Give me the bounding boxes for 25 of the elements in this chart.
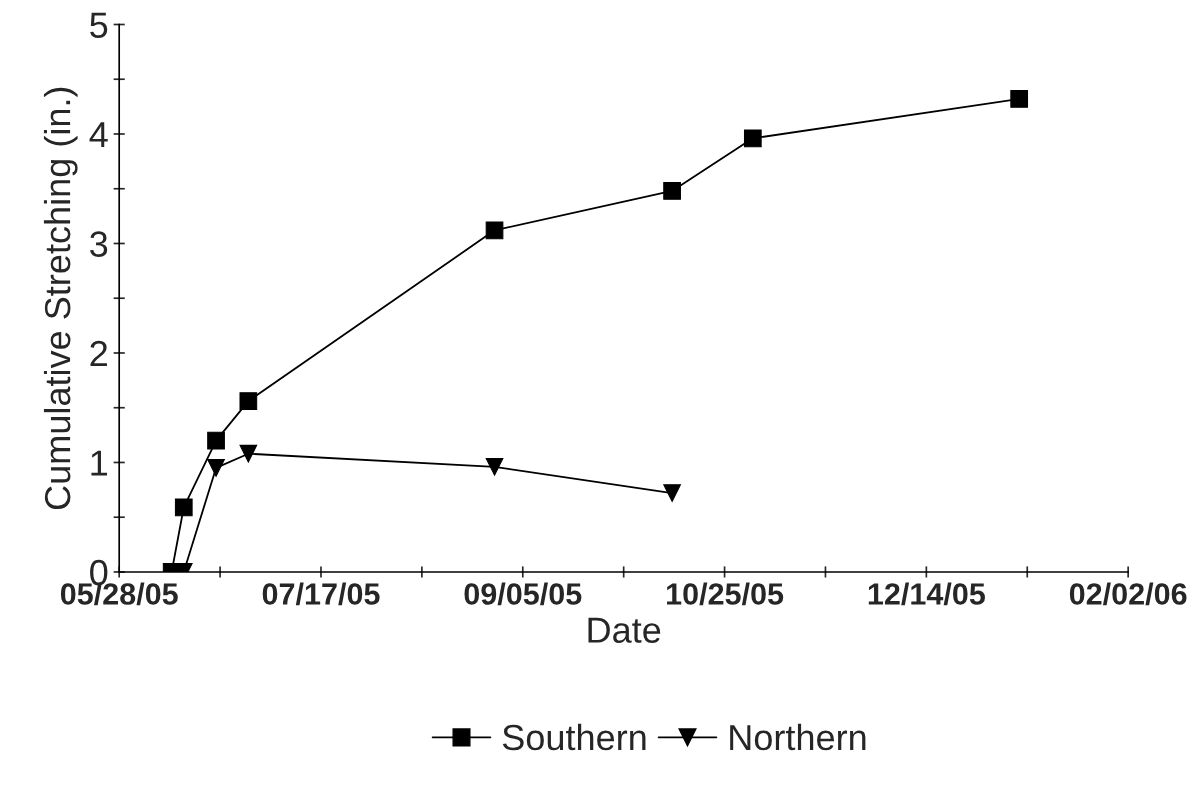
x-tick-label: 09/05/05 <box>464 582 582 606</box>
point <box>174 498 193 517</box>
y-tick-label: 4 <box>89 122 108 148</box>
point <box>239 392 258 410</box>
legend-label: Northern <box>730 723 866 751</box>
point <box>207 459 225 477</box>
x-tick-label: 10/25/05 <box>667 582 784 606</box>
y-tick-label: 3 <box>90 231 108 257</box>
point <box>743 129 762 148</box>
point <box>207 431 225 450</box>
x-tick-label: 12/14/05 <box>868 582 985 606</box>
point <box>663 484 681 502</box>
point <box>485 221 504 240</box>
y-axis-title: Cumulative Stretching (in.) <box>43 87 78 510</box>
point <box>1010 90 1029 108</box>
legend-label: Southern <box>502 723 646 751</box>
y-tick-label: 5 <box>90 12 108 38</box>
x-tick-label: 02/02/06 <box>1069 582 1187 606</box>
x-tick-label: 07/17/05 <box>262 582 380 606</box>
y-tick-label: 1 <box>91 450 108 476</box>
y-tick-label: 2 <box>90 340 107 367</box>
x-axis-title: Date <box>588 617 661 643</box>
point <box>663 182 681 200</box>
point <box>239 444 258 463</box>
point <box>485 457 504 476</box>
